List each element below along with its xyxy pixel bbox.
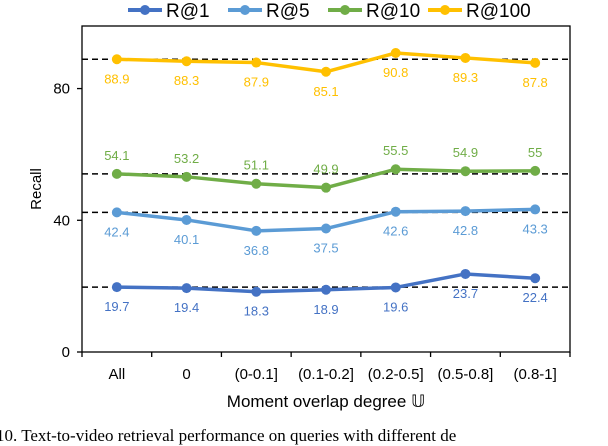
- data-point-R@100: [390, 48, 401, 59]
- data-label-R@10: 54.1: [104, 148, 129, 163]
- x-tick-label: (0.2-0.5]: [368, 366, 424, 383]
- data-label-R@5: 42.8: [453, 223, 478, 238]
- data-point-R@1: [251, 286, 262, 297]
- figure-caption: 10. Text-to-video retrieval performance …: [0, 426, 456, 445]
- data-label-R@10: 51.1: [244, 158, 269, 173]
- plot-area: [81, 25, 571, 353]
- data-point-R@1: [460, 268, 471, 279]
- data-label-R@100: 85.1: [313, 84, 338, 99]
- data-label-R@100: 87.9: [244, 75, 269, 90]
- data-label-R@100: 88.9: [104, 71, 129, 86]
- data-point-R@1: [181, 283, 192, 294]
- x-tick-label: (0.5-0.8]: [437, 366, 493, 383]
- data-point-R@5: [111, 207, 122, 218]
- data-point-R@5: [251, 225, 262, 236]
- data-point-R@5: [181, 214, 192, 225]
- y-tick-label: 40: [53, 212, 70, 229]
- x-tick-label: All: [109, 366, 126, 383]
- data-point-R@5: [321, 223, 331, 234]
- data-label-R@10: 49.9: [313, 162, 338, 177]
- data-point-R@10: [181, 171, 192, 182]
- data-label-R@1: 22.4: [522, 290, 547, 305]
- data-label-R@5: 36.8: [244, 243, 269, 258]
- y-tick-label: 0: [62, 344, 70, 361]
- legend-marker-R@10: [340, 5, 350, 15]
- data-label-R@100: 89.3: [453, 70, 478, 85]
- data-point-R@10: [390, 164, 401, 175]
- data-label-R@10: 54.9: [453, 145, 478, 160]
- x-tick-label: (0-0.1]: [235, 366, 278, 383]
- data-point-R@10: [251, 178, 262, 189]
- data-point-R@5: [530, 204, 541, 215]
- data-label-R@5: 42.4: [104, 224, 129, 239]
- legend-marker-R@100: [440, 5, 450, 15]
- data-label-R@5: 43.3: [522, 221, 547, 236]
- data-label-R@100: 87.8: [522, 75, 547, 90]
- x-axis-label: Moment overlap degree 𝕌: [227, 392, 425, 411]
- data-point-R@1: [111, 282, 122, 293]
- legend-label: R@1: [166, 1, 210, 22]
- data-point-R@1: [321, 284, 331, 295]
- y-axis-label: Recall: [28, 168, 45, 210]
- data-point-R@100: [321, 66, 331, 77]
- data-point-R@100: [251, 57, 262, 68]
- data-point-R@100: [530, 57, 541, 68]
- data-point-R@5: [390, 206, 401, 217]
- data-point-R@100: [111, 54, 122, 65]
- data-label-R@1: 19.6: [383, 299, 408, 314]
- x-tick-label: 0: [182, 366, 190, 383]
- data-label-R@1: 18.3: [244, 304, 269, 319]
- legend-label: R@5: [266, 1, 310, 22]
- legend: R@1 R@5 R@10 R@100: [128, 1, 531, 22]
- legend-label: R@10: [366, 1, 420, 22]
- data-point-R@10: [111, 168, 122, 179]
- legend-marker-R@1: [140, 5, 150, 15]
- data-label-R@100: 88.3: [174, 73, 199, 88]
- data-label-R@10: 53.2: [174, 151, 199, 166]
- data-label-R@1: 19.4: [174, 300, 199, 315]
- data-point-R@100: [181, 56, 192, 67]
- data-label-R@10: 55: [528, 145, 542, 160]
- y-tick-label: 80: [53, 81, 70, 98]
- data-point-R@10: [321, 182, 331, 193]
- data-label-R@100: 90.8: [383, 65, 408, 80]
- data-point-R@100: [460, 52, 471, 63]
- x-tick-label: (0.8-1]: [513, 366, 556, 383]
- data-label-R@1: 23.7: [453, 286, 478, 301]
- data-label-R@5: 42.6: [383, 224, 408, 239]
- legend-marker-R@5: [240, 5, 250, 15]
- data-label-R@1: 18.9: [313, 302, 338, 317]
- data-label-R@1: 19.7: [104, 299, 129, 314]
- data-point-R@10: [460, 166, 471, 177]
- data-label-R@5: 37.5: [313, 241, 338, 256]
- data-point-R@5: [460, 206, 471, 217]
- data-point-R@10: [530, 165, 541, 176]
- data-point-R@1: [390, 282, 401, 293]
- data-label-R@5: 40.1: [174, 232, 199, 247]
- data-point-R@1: [530, 273, 541, 284]
- data-label-R@10: 55.5: [383, 143, 408, 158]
- legend-label: R@100: [466, 1, 531, 22]
- x-tick-label: (0.1-0.2]: [298, 366, 354, 383]
